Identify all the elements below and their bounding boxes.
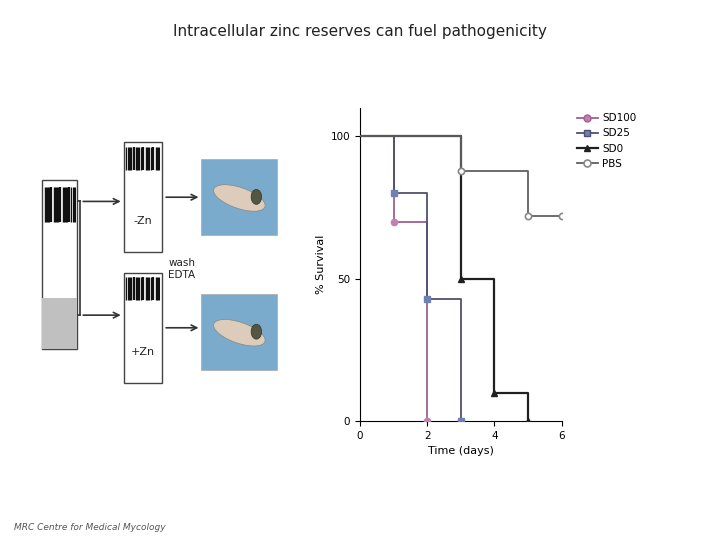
- Bar: [124, 143, 161, 252]
- Bar: [42, 180, 77, 349]
- Ellipse shape: [251, 324, 261, 339]
- Ellipse shape: [214, 320, 265, 346]
- Text: -Zn: -Zn: [133, 217, 152, 226]
- Bar: [42, 298, 77, 349]
- Y-axis label: % Survival: % Survival: [317, 235, 326, 294]
- Text: wash
EDTA: wash EDTA: [168, 258, 196, 280]
- Legend: SD100, SD25, SD0, PBS: SD100, SD25, SD0, PBS: [577, 113, 636, 169]
- Bar: [202, 294, 277, 370]
- Bar: [124, 273, 161, 382]
- Ellipse shape: [251, 190, 261, 204]
- Ellipse shape: [214, 185, 265, 211]
- Text: MRC Centre for Medical Mycology: MRC Centre for Medical Mycology: [14, 523, 166, 532]
- Text: Intracellular zinc reserves can fuel pathogenicity: Intracellular zinc reserves can fuel pat…: [173, 24, 547, 39]
- Text: +Zn: +Zn: [130, 347, 155, 357]
- Bar: [202, 159, 277, 235]
- X-axis label: Time (days): Time (days): [428, 447, 494, 456]
